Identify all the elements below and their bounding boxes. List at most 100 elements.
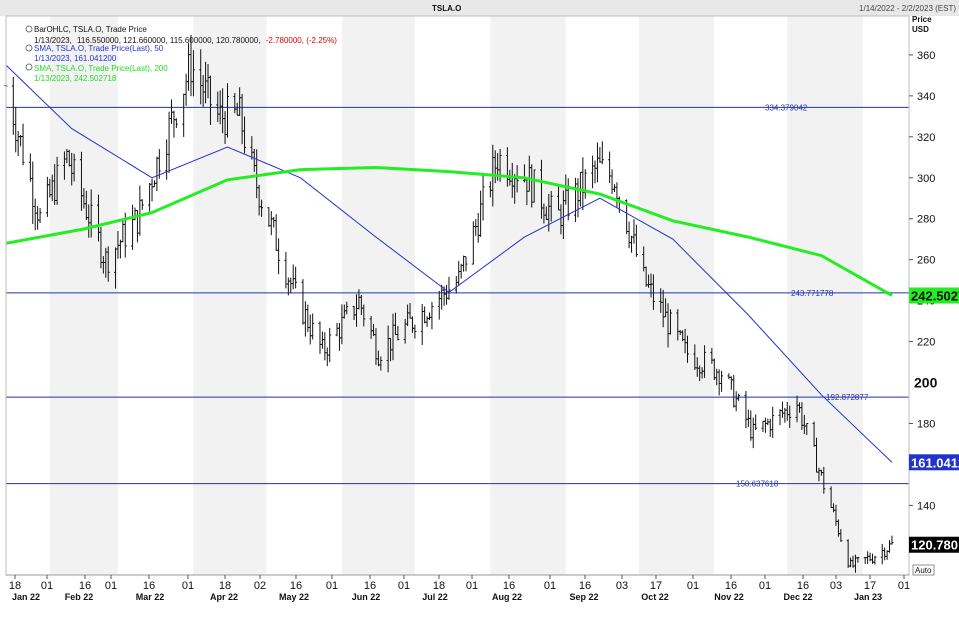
x-tick-month-label: Nov 22 [714, 592, 744, 602]
ohlc-bar [308, 314, 312, 345]
ohlc-bar [140, 199, 144, 210]
legend-toggle-icon[interactable] [25, 63, 33, 71]
price-markers: 242.5027 200 161.0412 120.780 [909, 287, 959, 553]
x-tick-day-label: 01 [466, 580, 478, 592]
ohlc-bar [131, 204, 135, 250]
ohlc-bar [651, 274, 655, 310]
ohlc-bars [4, 34, 894, 573]
price-axis-label: Price [912, 15, 932, 24]
price-marker-sma50: 161.0412 [909, 454, 959, 471]
ohlc-bar [727, 373, 731, 380]
ohlc-bar [763, 417, 767, 433]
legend: BarOHLC, TSLA.O, Trade Price 1/13/2023, … [25, 25, 337, 83]
ohlc-bar [890, 535, 894, 545]
month-stripe [49, 16, 118, 575]
ohlc-bar [269, 211, 273, 236]
ohlc-bar [157, 149, 161, 179]
ohlc-bar [459, 263, 463, 279]
y-axis[interactable]: 140160180220240260280300320340360 [909, 50, 935, 512]
ohlc-bar [16, 131, 20, 156]
x-tick-day-label: 01 [544, 580, 556, 592]
x-tick-day-label: 01 [182, 580, 194, 592]
horizontal-line-label: 150.637618 [736, 480, 779, 489]
chart-title: TSLA.O [432, 4, 461, 13]
month-stripe [787, 16, 863, 575]
ohlc-bar [277, 238, 281, 275]
ohlc-bar [267, 207, 271, 227]
ohlc-bar [591, 155, 595, 189]
ohlc-bar [21, 123, 25, 166]
x-tick-day-label: 01 [105, 580, 117, 592]
legend-toggle-icon[interactable] [25, 25, 33, 33]
ohlc-bar [462, 255, 466, 272]
ohlc-bar [208, 75, 212, 125]
y-tick-label: 280 [917, 214, 935, 226]
ohlc-bar [150, 178, 154, 202]
ohlc-bar [576, 178, 580, 218]
ohlc-bar [72, 153, 76, 182]
x-tick-day-label: 01 [326, 580, 338, 592]
ohlc-bar [274, 214, 278, 251]
x-axis[interactable]: 18 01 16 01 16 01 18 02 16 01 16 01 18 01 16 01 16 03 17 01… [9, 575, 910, 602]
ohlc-bar [574, 177, 578, 223]
ohlc-bar [749, 410, 753, 441]
svg-text:200: 200 [914, 375, 938, 391]
ohlc-bar [11, 77, 15, 135]
x-tick-day-label: 18 [9, 580, 21, 592]
ohlc-bar [737, 393, 741, 401]
ohlc-bar [320, 331, 324, 349]
y-tick-label: 300 [917, 173, 935, 185]
ohlc-bar [184, 73, 188, 106]
ohlc-bar [888, 540, 892, 553]
ohlc-bar [863, 557, 867, 564]
ohlc-bar [780, 401, 784, 418]
y-tick-label: 320 [917, 132, 935, 144]
ohlc-bar [33, 198, 37, 231]
auto-scale-toggle[interactable] [912, 564, 935, 576]
ohlc-bar [880, 543, 884, 565]
x-tick-day-label: 01 [759, 580, 771, 592]
x-tick-day-label: 16 [290, 580, 302, 592]
ohlc-bar [778, 409, 782, 426]
ohlc-bar [768, 418, 772, 437]
horizontal-line-label: 334.379042 [765, 103, 808, 112]
ohlc-bar [734, 391, 738, 412]
ohlc-bar [272, 217, 276, 228]
sma200-line[interactable] [5, 165, 893, 297]
ohlc-bar [294, 266, 298, 289]
legend-sma50-label: SMA, TSLA.O, Trade Price(Last), 50 [34, 44, 164, 53]
ohlc-bar [89, 189, 93, 238]
ohlc-bar [598, 147, 602, 163]
legend-bars-values: 116.550000, 121.660000, 115.600000, 120.… [77, 36, 260, 45]
horizontal-lines[interactable]: 334.379042 243.771778 192.872877 150.637618 [6, 103, 909, 489]
ohlc-bar [761, 420, 765, 432]
ohlc-bar [866, 551, 870, 564]
horizontal-line-label: 243.771778 [791, 289, 834, 298]
x-tick-day-label: 01 [398, 580, 410, 592]
svg-text:242.5027: 242.5027 [911, 288, 959, 303]
month-stripe [638, 16, 715, 575]
ohlc-bar [822, 466, 826, 494]
ohlc-bar [717, 369, 721, 396]
x-tick-month-label: Oct 22 [641, 592, 669, 602]
ohlc-bar [595, 142, 599, 183]
ohlc-bar [170, 99, 174, 124]
x-tick-month-label: Jan 22 [12, 592, 40, 602]
ohlc-bar [720, 370, 724, 392]
ohlc-bar [686, 335, 690, 363]
date-range: 1/14/2022 - 2/2/2023 (EST) [859, 4, 956, 13]
ohlc-bar [703, 345, 707, 378]
ohlc-bar [191, 50, 195, 97]
ohlc-bar [479, 190, 483, 237]
ohlc-bar [325, 347, 329, 367]
x-tick-month-label: Apr 22 [210, 592, 238, 602]
x-tick-day-label: 17 [650, 580, 662, 592]
ohlc-bar [118, 239, 122, 259]
ohlc-bar [883, 547, 887, 561]
ohlc-bar [291, 264, 295, 290]
svg-text:1/13/2023, 116.550000,: 1/13/2023, 116.550000, 121.660000, 115.6… [34, 36, 337, 45]
sma50-line[interactable] [5, 64, 893, 463]
legend-toggle-icon[interactable] [25, 44, 33, 52]
y-tick-label: 360 [917, 50, 935, 62]
